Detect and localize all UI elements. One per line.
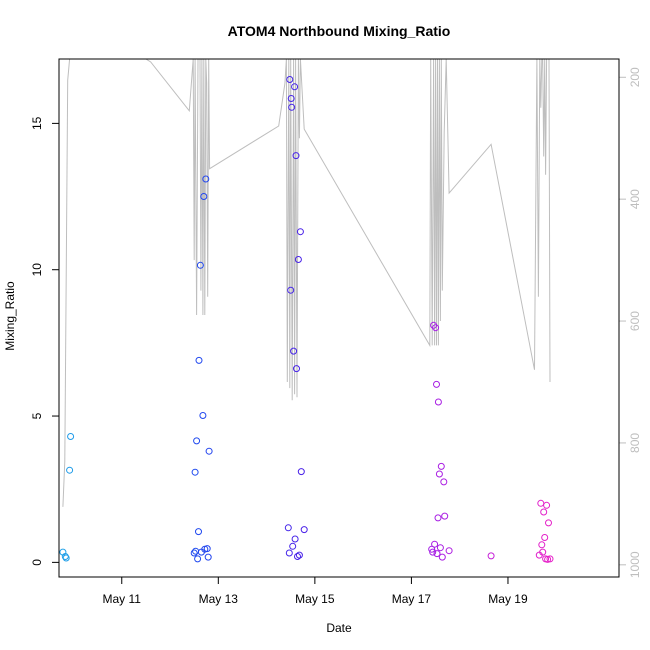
y2-tick-label: 800: [628, 433, 642, 453]
y2-tick-label: 1000: [628, 551, 642, 578]
data-point: [67, 433, 75, 440]
data-point: [286, 76, 294, 83]
data-point: [66, 466, 74, 474]
x-tick-label: May 17: [392, 592, 432, 606]
data-point: [487, 552, 495, 560]
x-tick-label: May 11: [103, 592, 142, 606]
data-point: [300, 526, 308, 534]
data-point: [297, 468, 305, 476]
data-point: [291, 535, 299, 543]
data-point: [438, 553, 446, 561]
x-tick-label: May 15: [295, 592, 335, 606]
data-point: [199, 412, 207, 419]
data-point: [428, 545, 436, 553]
data-point: [435, 470, 443, 478]
data-point: [437, 462, 445, 470]
x-axis: May 11 May 13 May 15 May 17 May 19: [103, 577, 528, 606]
data-point: [202, 175, 210, 183]
data-point: [200, 193, 208, 200]
data-point: [289, 542, 297, 550]
data-point: [190, 549, 198, 557]
data-point: [285, 549, 293, 557]
data-point: [431, 540, 439, 548]
y-axis-label: Mixing_Ratio: [3, 281, 17, 351]
data-point: [290, 347, 298, 355]
data-point: [445, 547, 453, 555]
secondary-y-axis: 200 400 600 800 1000: [619, 67, 642, 578]
data-point: [61, 553, 69, 560]
data-point: [545, 519, 552, 527]
data-point: [432, 324, 440, 332]
data-point: [434, 514, 442, 522]
data-point: [434, 398, 442, 406]
data-point: [293, 365, 300, 373]
data-point: [204, 553, 212, 561]
y-tick-label: 0: [30, 559, 44, 566]
y-tick-label: 10: [30, 263, 44, 277]
data-point: [436, 544, 444, 552]
data-point: [203, 545, 211, 553]
data-point: [195, 528, 202, 536]
y2-tick-label: 400: [628, 189, 642, 209]
data-point: [295, 551, 303, 559]
data-point: [194, 555, 202, 563]
x-tick-label: May 19: [488, 592, 528, 606]
data-point: [284, 524, 292, 532]
data-point: [429, 548, 437, 556]
data-point: [195, 356, 203, 364]
data-point: [62, 554, 70, 562]
data-point: [538, 541, 546, 549]
data-point: [196, 261, 204, 269]
data-point: [543, 501, 551, 509]
y2-tick-label: 600: [628, 311, 642, 331]
data-point: [191, 468, 199, 476]
data-point: [539, 548, 547, 556]
data-point: [205, 447, 213, 455]
data-point: [294, 256, 302, 263]
y-axis: 0 5 10 15: [30, 116, 59, 566]
data-point: [292, 152, 300, 160]
data-point: [287, 95, 295, 102]
data-point: [440, 478, 448, 486]
data-point: [441, 512, 449, 520]
data-point: [193, 437, 201, 445]
y2-tick-label: 200: [628, 67, 642, 87]
plot-frame: [58, 58, 620, 578]
data-point: [296, 228, 304, 236]
chart-title: ATOM4 Northbound Mixing_Ratio: [228, 23, 451, 39]
points-layer: [59, 76, 554, 563]
data-point: [433, 550, 441, 558]
x-axis-label: Date: [326, 621, 352, 635]
data-point: [291, 83, 299, 91]
data-point: [287, 286, 295, 294]
data-point: [288, 103, 296, 111]
data-point: [546, 555, 554, 563]
y-tick-label: 5: [30, 412, 44, 419]
data-point: [541, 534, 549, 541]
x-tick-label: May 13: [199, 592, 239, 606]
data-point: [294, 553, 301, 560]
y-tick-label: 15: [30, 116, 44, 130]
data-point: [540, 508, 548, 516]
data-point: [433, 380, 440, 388]
